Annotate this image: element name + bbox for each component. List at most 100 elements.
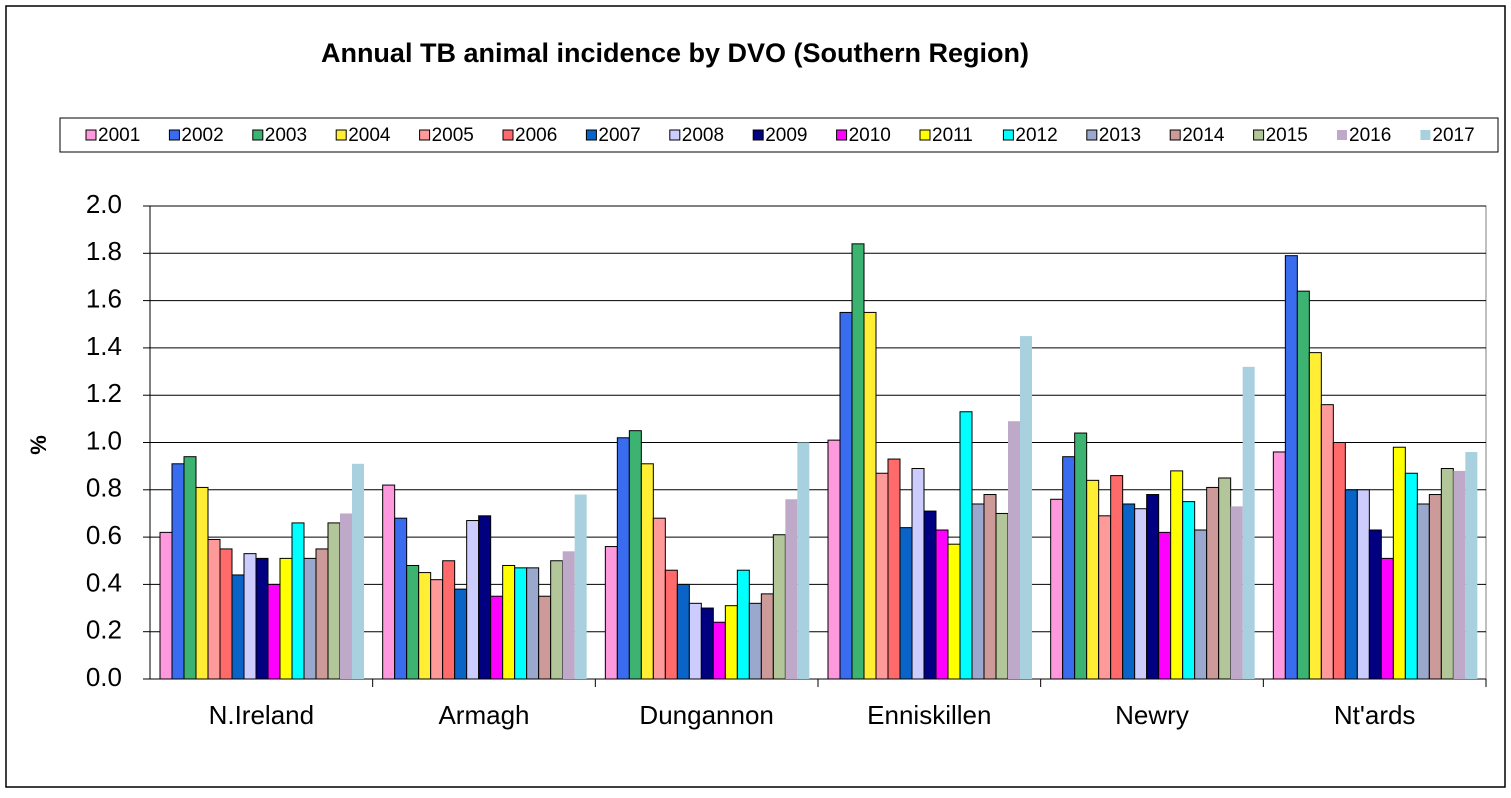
- bar: [1134, 508, 1148, 680]
- bar: [574, 494, 587, 679]
- bar: [911, 468, 925, 680]
- bar: [1320, 404, 1334, 680]
- legend-label: 2004: [348, 125, 391, 146]
- bar: [279, 557, 293, 680]
- bar: [827, 439, 841, 680]
- bar: [640, 463, 654, 680]
- bar: [255, 557, 269, 680]
- bar: [466, 520, 480, 680]
- bar: [971, 503, 985, 680]
- bar: [1404, 472, 1418, 680]
- bar: [490, 595, 504, 680]
- legend-swatch: [1169, 129, 1181, 141]
- legend-label: 2008: [682, 125, 724, 146]
- bar: [676, 583, 690, 680]
- legend-label: 2003: [265, 125, 307, 146]
- bar: [839, 311, 853, 680]
- bar: [785, 499, 798, 679]
- legend-swatch: [419, 129, 431, 141]
- legend-label: 2013: [1099, 125, 1141, 146]
- bar: [442, 560, 456, 680]
- legend-swatch: [1002, 129, 1014, 141]
- bar: [995, 512, 1009, 680]
- legend-swatch: [1086, 129, 1098, 141]
- bar: [183, 456, 197, 680]
- bar: [418, 572, 432, 680]
- y-tick-label: 1.4: [86, 331, 122, 361]
- bar: [1182, 501, 1196, 680]
- bar: [352, 463, 364, 679]
- legend-label: 2011: [932, 125, 973, 146]
- y-tick-label: 1.8: [86, 236, 122, 266]
- bar: [772, 534, 786, 680]
- bar: [1380, 557, 1394, 680]
- bar: [1194, 529, 1208, 680]
- legend-swatch: [85, 129, 97, 141]
- x-tick-label: Dungannon: [639, 700, 773, 730]
- bar: [1272, 451, 1286, 680]
- y-axis-label: %: [26, 435, 51, 455]
- bar: [652, 517, 666, 680]
- bar: [983, 494, 997, 680]
- bar: [1392, 446, 1406, 680]
- bar: [947, 543, 961, 680]
- legend-swatch: [252, 129, 264, 141]
- y-tick-label: 0.4: [86, 567, 122, 597]
- bar: [797, 442, 810, 679]
- bar: [514, 567, 528, 680]
- y-tick-label: 1.0: [86, 425, 122, 455]
- bar: [1122, 503, 1136, 680]
- bar: [760, 593, 774, 680]
- x-tick-label: Newry: [1115, 700, 1189, 730]
- bar: [430, 579, 444, 680]
- x-tick-label: Nt'ards: [1334, 700, 1416, 730]
- bar: [1062, 456, 1076, 680]
- bar: [303, 557, 317, 680]
- bar: [851, 243, 865, 680]
- bar: [1242, 366, 1255, 679]
- legend-label: 2002: [181, 125, 223, 146]
- legend-label: 2014: [1182, 125, 1225, 146]
- legend-swatch: [836, 129, 848, 141]
- legend-swatch: [1337, 130, 1347, 140]
- bar: [550, 560, 564, 680]
- bar: [1170, 470, 1184, 680]
- bar: [616, 437, 630, 680]
- bar: [219, 548, 233, 680]
- bar: [1440, 468, 1454, 680]
- bar: [1008, 421, 1020, 679]
- legend-swatch: [752, 129, 764, 141]
- legend-label: 2016: [1349, 125, 1391, 146]
- bar: [1284, 255, 1298, 680]
- bar: [887, 458, 901, 680]
- legend-label: 2015: [1266, 125, 1308, 146]
- bar: [1368, 529, 1382, 680]
- legend-swatch: [168, 129, 180, 141]
- y-tick-label: 1.6: [86, 283, 122, 313]
- bar: [1086, 479, 1100, 680]
- bar: [454, 588, 468, 680]
- bar: [1110, 475, 1124, 680]
- bar: [923, 510, 937, 680]
- bar: [863, 311, 877, 680]
- bar: [875, 472, 889, 680]
- bar: [478, 515, 492, 680]
- bar: [1296, 290, 1310, 680]
- y-tick-label: 0.0: [86, 662, 122, 692]
- bar: [340, 513, 352, 679]
- bar: [736, 569, 750, 680]
- legend-label: 2006: [515, 125, 557, 146]
- legend-swatch: [502, 129, 514, 141]
- bar: [628, 430, 642, 680]
- bar: [1308, 352, 1322, 680]
- bar: [959, 411, 973, 680]
- y-tick-label: 2.0: [86, 189, 122, 219]
- x-tick-label: N.Ireland: [209, 700, 315, 730]
- bar: [1098, 515, 1112, 680]
- bar: [604, 546, 618, 680]
- chart-title: Annual TB animal incidence by DVO (South…: [321, 38, 1029, 68]
- bar: [195, 486, 209, 680]
- bar: [724, 605, 738, 680]
- x-tick-label: Armagh: [438, 700, 529, 730]
